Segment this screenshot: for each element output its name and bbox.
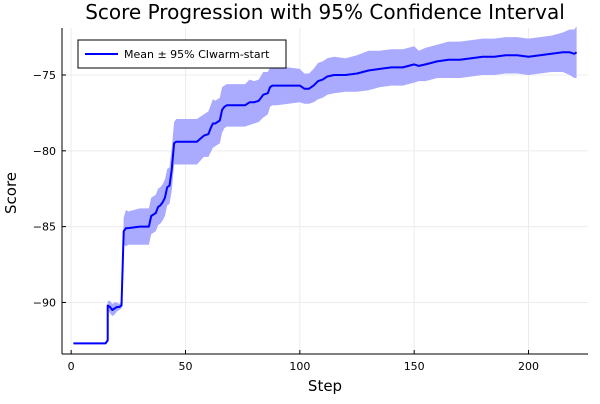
- y-tick-label: −85: [33, 221, 56, 234]
- y-axis-ticks: −90 −85 −80 −75: [33, 69, 66, 309]
- confidence-band-layer: [73, 26, 577, 344]
- chart-title: Score Progression with 95% Confidence In…: [85, 0, 565, 24]
- y-tick-label: −80: [33, 145, 56, 158]
- x-tick-label: 150: [404, 360, 425, 373]
- x-tick-label: 100: [289, 360, 310, 373]
- x-axis-title: Step: [308, 377, 342, 395]
- legend: Mean ± 95% CIwarm-start: [77, 39, 287, 69]
- x-tick-label: 200: [518, 360, 539, 373]
- mean-line: [73, 51, 578, 345]
- x-tick-label: 50: [178, 360, 192, 373]
- y-tick-label: −90: [33, 296, 56, 309]
- y-axis-title: Score: [2, 172, 20, 214]
- confidence-band: [73, 26, 577, 344]
- plot-frame: [61, 28, 588, 355]
- x-tick-label: 0: [68, 360, 75, 373]
- legend-label: Mean ± 95% CIwarm-start: [124, 48, 270, 61]
- mean-line-layer: [73, 51, 578, 345]
- y-tick-label: −75: [33, 69, 56, 82]
- x-axis-ticks: 0 50 100 150 200: [68, 350, 539, 373]
